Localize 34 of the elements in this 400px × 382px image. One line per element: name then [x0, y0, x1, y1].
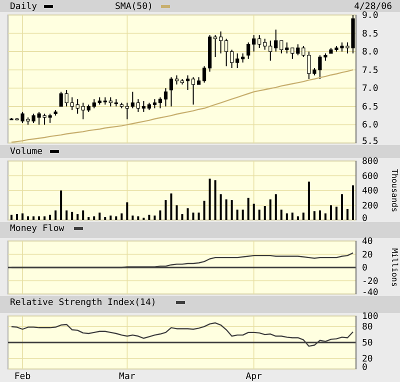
- y-axis-title: Millions: [390, 248, 399, 287]
- y-tick-label: 800: [362, 157, 378, 167]
- y-tick-label: 8.0: [362, 48, 378, 58]
- legend-label: Daily: [10, 2, 38, 12]
- y-tick-label: 9.0: [362, 11, 378, 21]
- y-tick-label: 0: [362, 363, 368, 373]
- y-tick-label: 100: [362, 312, 378, 322]
- legend-label: Relative Strength Index(14): [10, 298, 156, 308]
- x-tick-label: Mar: [119, 372, 136, 382]
- y-tick-label: 20: [362, 250, 373, 260]
- y-axis-title: Thousands: [390, 168, 399, 212]
- x-tick-label: Apr: [246, 372, 263, 382]
- y-tick-label: 0: [362, 214, 368, 224]
- legend-label: Money Flow: [10, 224, 65, 234]
- legend-label: Volume: [10, 147, 43, 157]
- y-tick-label: -40: [362, 288, 378, 298]
- y-tick-label: 8.5: [362, 29, 378, 40]
- text: 4/28/06: [354, 2, 392, 12]
- y-tick-label: 7.5: [362, 66, 378, 76]
- y-tick-label: 5.5: [362, 137, 378, 147]
- y-tick-label: 80: [362, 322, 373, 333]
- y-tick-label: 6.0: [362, 120, 378, 131]
- y-tick-label: 50: [362, 338, 373, 348]
- y-tick-label: 0: [362, 264, 368, 274]
- y-tick-label: 200: [362, 201, 378, 212]
- y-tick-label: -20: [362, 276, 378, 287]
- x-tick-label: Feb: [14, 372, 31, 382]
- y-tick-label: 20: [362, 354, 373, 364]
- legend-label: SMA(50): [115, 2, 153, 12]
- y-tick-label: 7.0: [362, 84, 378, 94]
- y-tick-label: 40: [362, 237, 373, 247]
- y-tick-label: 6.5: [362, 102, 378, 112]
- y-tick-label: 600: [362, 172, 378, 182]
- y-tick-label: 400: [362, 186, 378, 196]
